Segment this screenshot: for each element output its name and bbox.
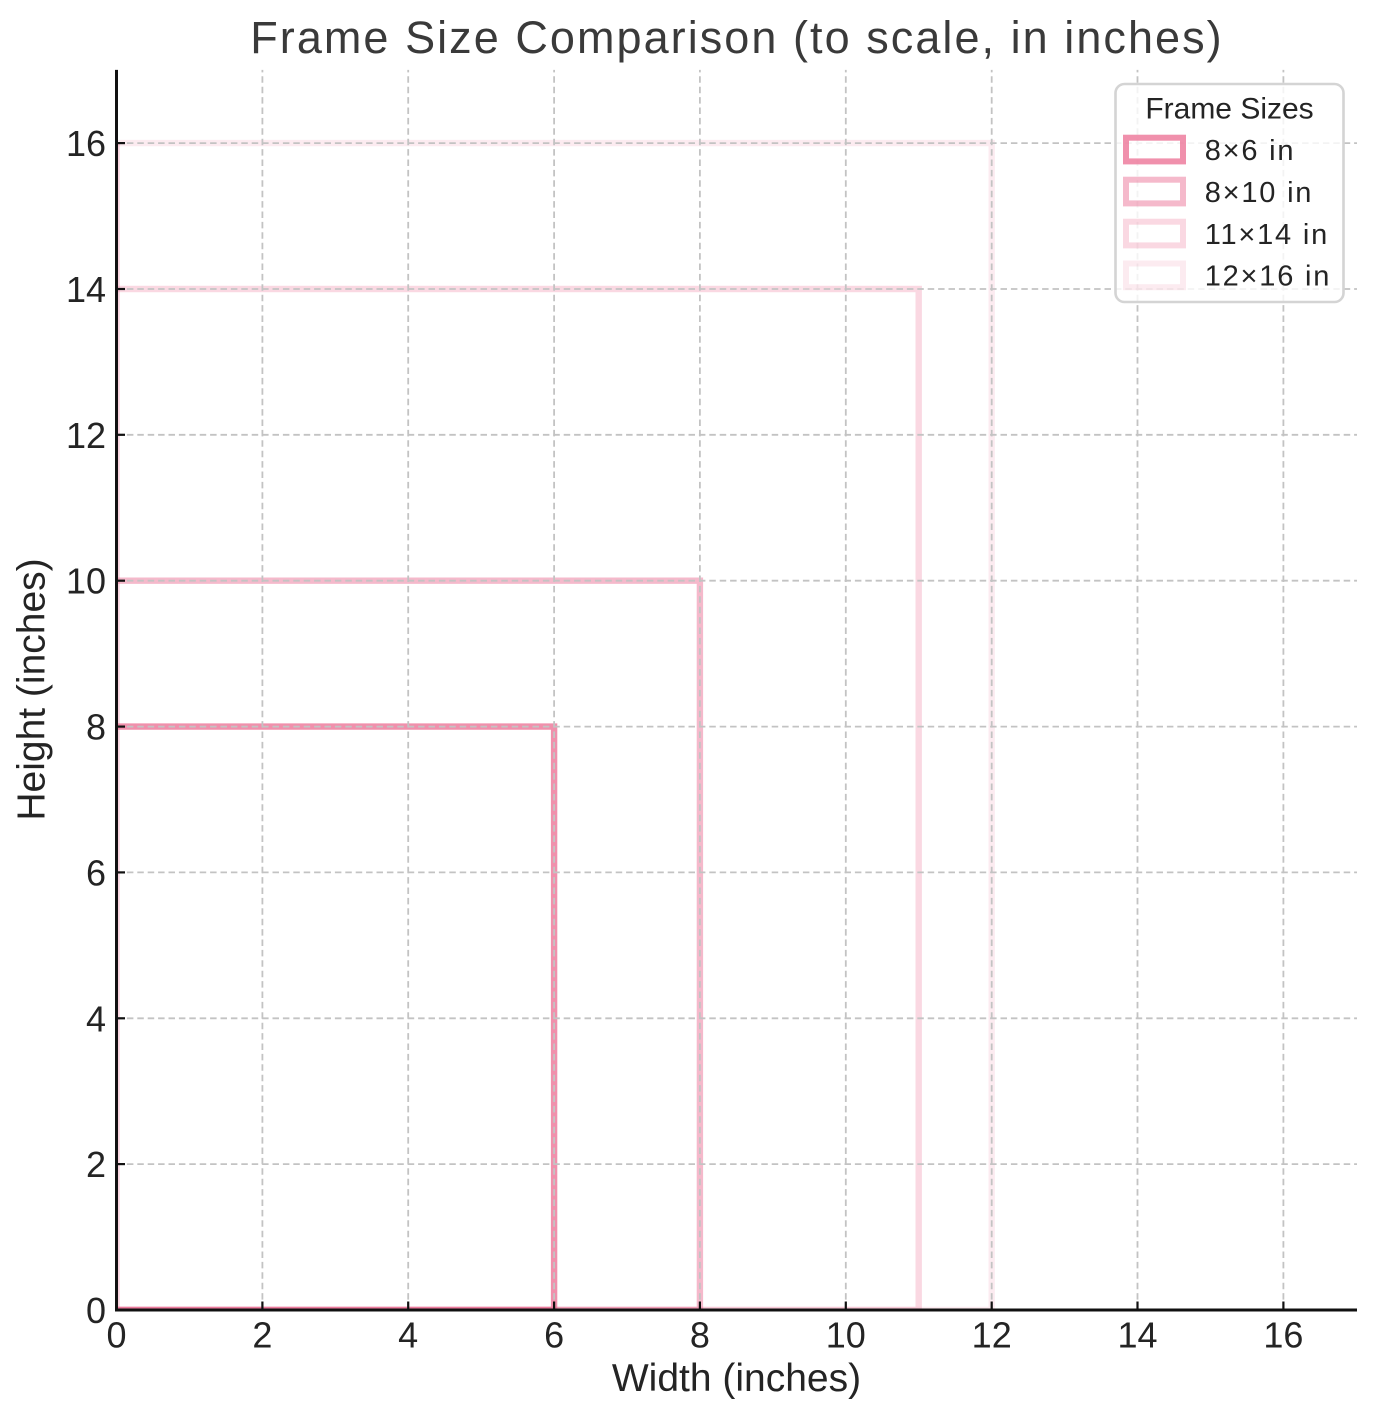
svg-text:6: 6 xyxy=(544,1315,564,1356)
svg-text:4: 4 xyxy=(86,998,106,1039)
svg-text:6: 6 xyxy=(86,852,106,893)
svg-text:8: 8 xyxy=(690,1315,710,1356)
svg-text:16: 16 xyxy=(1263,1315,1303,1356)
svg-text:12×16 in: 12×16 in xyxy=(1205,261,1331,293)
svg-text:12: 12 xyxy=(66,415,106,456)
svg-text:Height (inches): Height (inches) xyxy=(11,558,54,820)
svg-text:12: 12 xyxy=(972,1315,1012,1356)
svg-text:2: 2 xyxy=(86,1144,106,1185)
svg-text:8×10 in: 8×10 in xyxy=(1205,177,1314,209)
svg-text:Width (inches): Width (inches) xyxy=(612,1357,861,1400)
svg-text:0: 0 xyxy=(106,1315,126,1356)
svg-text:2: 2 xyxy=(252,1315,272,1356)
svg-text:10: 10 xyxy=(826,1315,866,1356)
svg-text:4: 4 xyxy=(398,1315,418,1356)
svg-text:Frame Size Comparison (to scal: Frame Size Comparison (to scale, in inch… xyxy=(250,12,1223,63)
svg-text:16: 16 xyxy=(66,123,106,164)
svg-text:14: 14 xyxy=(1117,1315,1157,1356)
svg-text:8: 8 xyxy=(86,707,106,748)
svg-text:0: 0 xyxy=(86,1290,106,1331)
svg-text:14: 14 xyxy=(66,269,106,310)
svg-text:Frame Sizes: Frame Sizes xyxy=(1145,93,1313,126)
svg-text:8×6 in: 8×6 in xyxy=(1205,135,1296,167)
svg-text:11×14 in: 11×14 in xyxy=(1205,219,1329,251)
svg-text:10: 10 xyxy=(66,561,106,602)
